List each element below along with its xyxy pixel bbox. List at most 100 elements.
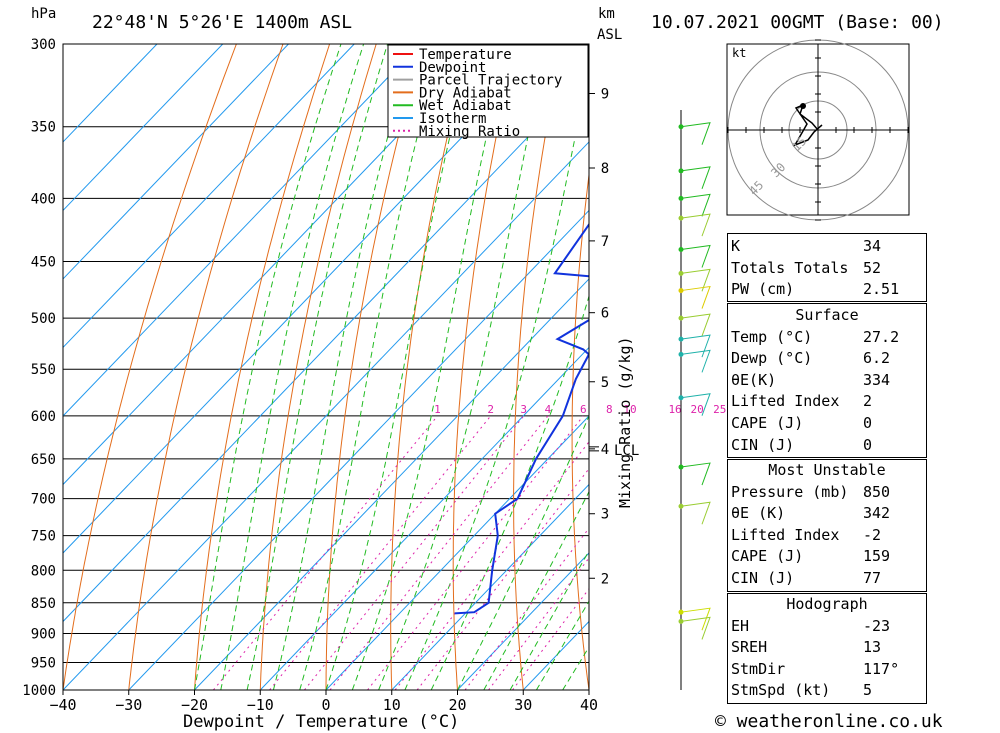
km-tick-label: 7 <box>601 234 609 250</box>
index-label: Dewp (°C) <box>731 349 813 368</box>
km-tick-label: 6 <box>601 306 609 322</box>
table-row: CIN (J) 77 <box>727 568 927 590</box>
surface-table: Surface Temp (°C) 27.2 Dewp (°C) 6.2 θE(K)… <box>727 305 927 456</box>
dry-adiabat-line <box>325 44 424 690</box>
index-value: -23 <box>863 616 891 635</box>
wind-barb <box>680 213 711 237</box>
mixing-ratio-line <box>213 415 438 690</box>
index-value: 342 <box>863 504 891 523</box>
hodograph-point <box>800 103 806 109</box>
section-title: Surface <box>795 306 859 324</box>
index-value: 5 <box>863 681 873 700</box>
basic-indices-table: K 34 Totals Totals 52 PW (cm) 2.51 <box>727 236 927 301</box>
table-row: Hodograph <box>727 594 927 616</box>
index-label: PW (cm) <box>731 280 795 299</box>
mixing-ratio-value-label: 6 <box>580 403 587 416</box>
dry-adiabat-line <box>194 44 331 690</box>
dry-adiabat-line <box>982 44 1000 690</box>
pressure-tick-label: 400 <box>31 191 56 207</box>
wind-marker <box>678 124 684 130</box>
location-title: 22°48'N 5°26'E 1400m ASL <box>92 12 353 33</box>
table-row: Surface <box>727 305 927 327</box>
wet-adiabat-line <box>351 44 509 690</box>
table-row: CAPE (J) 0 <box>727 413 927 435</box>
mixing-ratio-line <box>329 415 549 690</box>
pressure-tick-label: 1000 <box>22 683 56 699</box>
hpa-unit-label: hPa <box>31 6 57 22</box>
mixing-ratio-value-label: 1 <box>434 403 441 416</box>
pressure-tick-label: 300 <box>31 37 56 53</box>
hodograph-indices-table: Hodograph EH -23 SREH 13 StmDir 117° StmSpd… <box>727 594 927 702</box>
dry-adiabat-line <box>63 44 237 690</box>
isotherm-line <box>63 44 487 486</box>
wind-barb <box>680 393 711 416</box>
km-tick-label: 2 <box>601 571 609 587</box>
table-row: Lifted Index 2 <box>727 391 927 413</box>
table-row: CIN (J) 0 <box>727 435 927 457</box>
basic-indices-box <box>727 233 927 302</box>
index-value: 34 <box>863 237 882 255</box>
table-row: StmDir 117° <box>727 659 927 681</box>
pressure-tick-label: 550 <box>31 362 56 378</box>
diagram-background-lines <box>63 44 1000 690</box>
km-tick-label: 4 <box>601 442 609 458</box>
index-value: 2.51 <box>863 280 900 299</box>
index-label: θE (K) <box>731 504 786 523</box>
wet-adiabat-line <box>272 44 414 690</box>
hodograph-trace <box>793 103 823 147</box>
dry-adiabat-line <box>452 44 517 690</box>
datetime-title: 10.07.2021 00GMT (Base: 00) <box>651 12 944 33</box>
section-title: Hodograph <box>786 595 868 613</box>
pressure-tick-label: 650 <box>31 452 56 468</box>
index-label: Lifted Index <box>731 525 840 544</box>
x-tick-label: 10 <box>383 696 401 714</box>
wet-adiabat-line <box>299 44 442 690</box>
isotherm-line <box>391 483 589 690</box>
surface-box <box>727 303 927 458</box>
dry-adiabat-line <box>935 44 1000 690</box>
wind-barb <box>680 122 711 145</box>
index-label: CIN (J) <box>731 568 795 587</box>
wet-adiabat-line <box>325 44 474 690</box>
isotherm-line <box>457 552 589 690</box>
wind-barb <box>680 313 711 337</box>
mixing-ratio-line <box>394 441 589 690</box>
x-tick-label: −10 <box>247 696 274 714</box>
legend-box <box>387 44 589 138</box>
km-tick-label: 9 <box>601 87 609 103</box>
wind-profile <box>678 110 711 690</box>
wind-barb <box>680 268 711 292</box>
pressure-tick-label: 350 <box>31 120 56 136</box>
table-row: PW (cm) 2.51 <box>727 279 927 301</box>
hodograph-indices-box <box>727 593 927 704</box>
pressure-tick-label: 900 <box>31 626 56 642</box>
wind-barb <box>680 349 711 373</box>
index-label: StmDir <box>731 659 786 678</box>
wind-barb <box>680 244 711 268</box>
isotherm-line <box>194 278 589 690</box>
index-label: Pressure (mb) <box>731 482 849 501</box>
mixing-ratio-labels: 1 2 3 4 6 8 10 16 20 25 <box>434 403 726 416</box>
dry-adiabat-line <box>128 44 284 690</box>
table-row: Lifted Index -2 <box>727 525 927 547</box>
table-row: θE(K) 334 <box>727 370 927 392</box>
mixing-ratio-value-label: 2 <box>487 403 494 416</box>
x-tick-label: 30 <box>514 696 532 714</box>
mixing-ratio-axis-label: Mixing Ratio (g/kg) <box>616 336 634 508</box>
table-row: K 34 <box>727 236 927 258</box>
km-unit-label: km <box>598 6 615 22</box>
wind-barb <box>680 166 711 190</box>
table-row: StmSpd (kt) 5 <box>727 680 927 702</box>
index-label: CAPE (J) <box>731 547 804 566</box>
wind-barb <box>680 501 711 525</box>
x-tick-label: −20 <box>181 696 208 714</box>
pressure-tick-label: 500 <box>31 311 56 327</box>
dry-adiabat-line <box>684 44 721 690</box>
legend-entry: Parcel Trajectory <box>419 73 562 89</box>
mixing-ratio-value-label: 25 <box>713 403 726 416</box>
mixing-ratio-line <box>367 415 584 690</box>
mixing-ratio-line <box>304 415 525 690</box>
wet-adiabat-line <box>404 65 589 690</box>
x-tick-label: 20 <box>448 696 466 714</box>
